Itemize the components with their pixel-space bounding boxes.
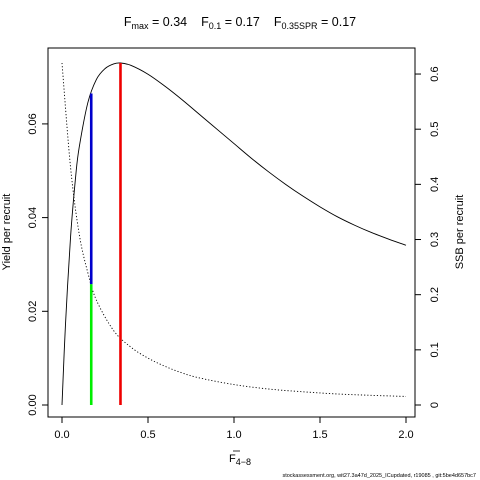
y-right-tick-label: 0 [429,402,441,408]
x-axis-label: F4−8 [229,453,251,467]
yield-per-recruit-line [61,62,407,406]
title-part-1-value: = 0.17 [221,15,260,29]
y-left-tick-label: 0.02 [27,301,39,322]
y-left-tick-label: 0.04 [27,207,39,228]
title-part-2-value: = 0.17 [318,15,357,29]
title-part-0-subscript: max [132,21,150,31]
plot-frame [47,47,416,418]
title-part-0-symbol: F [124,15,132,29]
title-part-2-subscript: 0.35SPR [282,21,319,31]
y-left-axis: 0.00 0.02 0.04 0.06 [27,113,48,416]
y-right-tick-label: 0.6 [429,66,441,81]
x-tick-label: 0.5 [140,429,155,441]
y-right-axis-label: SSB per recruit [454,195,466,270]
title-part-0-value: = 0.34 [149,15,188,29]
y-left-axis-label: Yield per recruit [1,194,13,271]
x-tick-label: 1.0 [226,429,241,441]
footer-credit: stockassessment.org, wit27.3a47d_2025_IC… [282,473,476,479]
x-tick-label: 0.0 [54,429,69,441]
y-right-tick-label: 0.2 [429,287,441,302]
x-axis-label-subscript: 4−8 [236,457,251,467]
ssb-per-recruit-line [61,62,407,397]
x-axis-label-symbol: F [229,453,236,465]
y-right-tick-label: 0.5 [429,122,441,137]
y-right-tick-label: 0.1 [429,342,441,357]
y-right-tick-label: 0.4 [429,177,441,192]
title-part-2-symbol: F [274,15,282,29]
x-tick-label: 2.0 [398,429,413,441]
series-layer [61,62,407,406]
x-tick-label: 1.5 [312,429,327,441]
title-part-1-subscript: 0.1 [209,21,222,31]
y-left-tick-label: 0.06 [27,113,39,134]
chart-title: Fmax = 0.34 F0.1 = 0.17 F0.35SPR = 0.17 [124,15,356,31]
y-left-tick-label: 0.00 [27,394,39,415]
y-right-tick-label: 0.3 [429,232,441,247]
x-axis: 0.0 0.5 1.0 1.5 2.0 [54,417,414,441]
title-part-1-symbol: F [201,15,209,29]
reference-lines [89,63,122,405]
y-right-axis: 0 0.1 0.2 0.3 0.4 0.5 0.6 [415,66,441,408]
